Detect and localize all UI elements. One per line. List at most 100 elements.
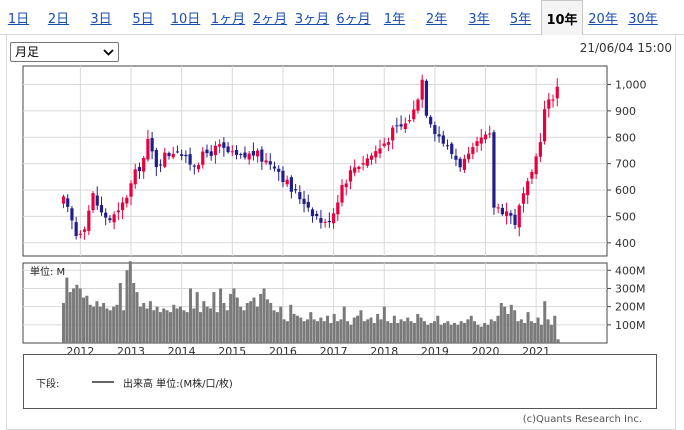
volume-bar: [479, 326, 483, 343]
candle-body: [196, 165, 201, 170]
volume-bar: [429, 323, 433, 343]
volume-bar: [219, 288, 223, 343]
candle-body: [395, 125, 399, 127]
volume-bar: [342, 306, 346, 343]
tab-1[interactable]: 2日: [47, 12, 70, 27]
volume-bar: [536, 317, 540, 343]
volume-bar: [285, 321, 289, 343]
candle-body: [150, 138, 154, 152]
volume-bar: [509, 304, 513, 343]
tab-7[interactable]: 3ヶ月: [294, 12, 330, 27]
candle-body: [340, 184, 344, 203]
candle-body: [416, 99, 420, 111]
candle-body: [361, 163, 365, 165]
volume-bar: [442, 323, 446, 343]
volume-bar: [493, 321, 497, 343]
candle-body: [104, 212, 108, 218]
candle-body: [331, 213, 336, 224]
volume-bar: [315, 321, 319, 343]
tab-12[interactable]: 5年: [509, 12, 532, 27]
volume-bar: [92, 306, 96, 343]
candle-body: [475, 141, 479, 146]
volume-bar: [155, 306, 159, 343]
volume-bar: [362, 321, 366, 343]
volume-bar: [416, 313, 420, 343]
volume-bar: [158, 312, 162, 343]
tab-10[interactable]: 2年: [425, 12, 448, 27]
candle-body: [412, 109, 416, 120]
candle-body: [403, 123, 407, 130]
volume-bar: [275, 312, 279, 343]
volume-bar: [446, 321, 450, 343]
tab-0[interactable]: 1日: [7, 12, 30, 27]
volume-bar: [272, 310, 276, 343]
candle-body: [175, 151, 180, 153]
volume-bar: [305, 319, 309, 343]
candle-body: [365, 158, 369, 166]
volume-bar: [72, 288, 76, 343]
volume-bar: [376, 313, 380, 343]
volume-bar: [543, 301, 547, 343]
candle-body: [298, 192, 302, 200]
candle-body: [555, 86, 559, 99]
candle-body: [272, 166, 277, 169]
candle-body: [467, 153, 471, 160]
volume-bar: [539, 324, 543, 343]
tab-2[interactable]: 3日: [90, 12, 112, 27]
volume-y-tick-label: 400M: [615, 264, 646, 277]
candle-body: [344, 183, 348, 188]
legend-box: 下段: 出来高 単位:(M株/口/枚): [23, 354, 657, 409]
volume-bar: [172, 304, 176, 343]
tab-11[interactable]: 3年: [468, 12, 490, 27]
candle-body: [95, 195, 99, 206]
tab-4[interactable]: 10日: [170, 12, 201, 27]
candle-body: [142, 157, 146, 172]
tab-5[interactable]: 1ヶ月: [210, 12, 246, 27]
candle-body: [542, 109, 547, 142]
candle-body: [205, 149, 209, 154]
tab-9[interactable]: 1年: [383, 12, 406, 27]
candle-body: [505, 211, 509, 216]
volume-bar: [255, 306, 259, 343]
candle-body: [378, 148, 382, 154]
candle-period-select[interactable]: 月足: [10, 42, 119, 62]
volume-bar: [332, 313, 336, 343]
volume-bar: [309, 312, 313, 343]
candle-body: [167, 152, 171, 156]
volume-bar: [389, 323, 393, 343]
volume-bar: [105, 308, 109, 343]
volume-bar: [372, 323, 376, 343]
volume-y-tick-label: 100M: [615, 319, 646, 332]
volume-bar: [165, 310, 169, 343]
volume-bar: [506, 313, 510, 343]
candle-body: [500, 207, 504, 215]
candle-body: [129, 183, 133, 197]
tab-3[interactable]: 5日: [132, 12, 154, 27]
volume-bar: [145, 308, 149, 343]
tab-14[interactable]: 20年: [588, 12, 618, 27]
candle-body: [247, 153, 251, 160]
candle-body: [551, 99, 555, 101]
candle-body: [513, 214, 517, 225]
tab-6[interactable]: 2ヶ月: [252, 12, 288, 27]
tab-13[interactable]: 10年: [541, 0, 583, 35]
volume-bar: [496, 315, 500, 343]
volume-bar: [499, 303, 503, 343]
tab-15[interactable]: 30年: [628, 12, 658, 27]
candle-body: [488, 133, 492, 135]
candle-body: [547, 99, 551, 109]
tab-8[interactable]: 6ヶ月: [336, 12, 371, 27]
price-y-tick-label: 500: [615, 210, 636, 223]
candle-body: [234, 150, 239, 155]
candle-body: [146, 138, 150, 160]
candle-body: [471, 147, 475, 154]
candle-body: [445, 145, 450, 147]
candle-body: [479, 137, 483, 144]
volume-bar: [556, 339, 560, 343]
candle-body: [357, 166, 361, 170]
volume-bar: [516, 321, 520, 343]
volume-bar: [265, 299, 269, 343]
volume-bar: [422, 321, 426, 343]
candle-body: [239, 154, 243, 156]
volume-bar: [346, 321, 350, 343]
